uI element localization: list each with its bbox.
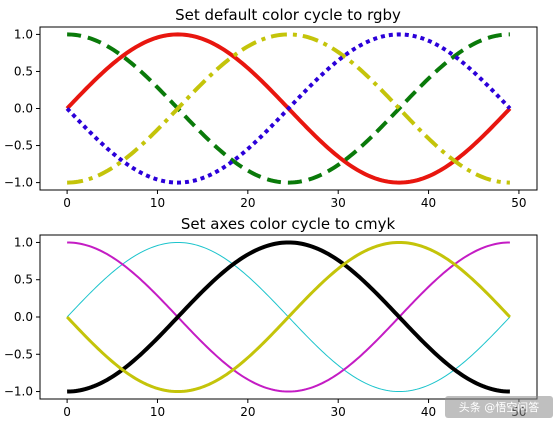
x-tick-label: 40 (421, 405, 436, 419)
x-tick-label: 10 (150, 196, 165, 210)
y-tick-label: 0.5 (14, 273, 33, 287)
bottom-lines (66, 240, 511, 394)
y-tick-label: −0.5 (4, 347, 33, 361)
x-tick-label: 50 (511, 196, 526, 210)
top-axes: Set default color cycle to rgby 0 10 20 30 4… (4, 6, 538, 210)
y-tick-label: 0.0 (14, 102, 33, 116)
series-line-1-2 (67, 32, 510, 185)
x-tick-label: 20 (240, 405, 255, 419)
series-line-2-2 (67, 241, 510, 393)
bottom-axes: Set axes color cycle to cmyk 01020304050… (4, 215, 538, 419)
y-tick-label: −0.5 (4, 139, 33, 153)
series-line-2-3 (67, 240, 510, 394)
x-tick-label: 0 (63, 405, 71, 419)
top-lines (65, 32, 512, 185)
x-tick-label: 20 (240, 196, 255, 210)
series-line-1-4 (65, 32, 512, 185)
x-tick-label: 30 (331, 405, 346, 419)
y-tick-label: 0.0 (14, 310, 33, 324)
watermark-text: 头条 @悟空问答 (459, 400, 540, 414)
x-tick-label: 30 (331, 196, 346, 210)
y-tick-label: 1.0 (14, 27, 33, 41)
x-tick-label: 10 (150, 405, 165, 419)
y-tick-label: 0.5 (14, 64, 33, 78)
bottom-chart-title: Set axes color cycle to cmyk (181, 215, 396, 233)
series-line-2-4 (66, 240, 511, 394)
x-tick-label: 0 (63, 196, 71, 210)
watermark-backdrop (445, 396, 553, 418)
y-tick-label: −1.0 (4, 385, 33, 399)
y-tick-label: −1.0 (4, 176, 33, 190)
y-tick-label: 1.0 (14, 235, 33, 249)
series-line-1-3 (67, 32, 510, 185)
x-tick-label: 40 (421, 196, 436, 210)
top-chart-title: Set default color cycle to rgby (175, 6, 401, 24)
top-ticks: 0 10 20 30 40 50 −1.0 −0.5 0.0 0.5 1.0 (4, 27, 527, 210)
